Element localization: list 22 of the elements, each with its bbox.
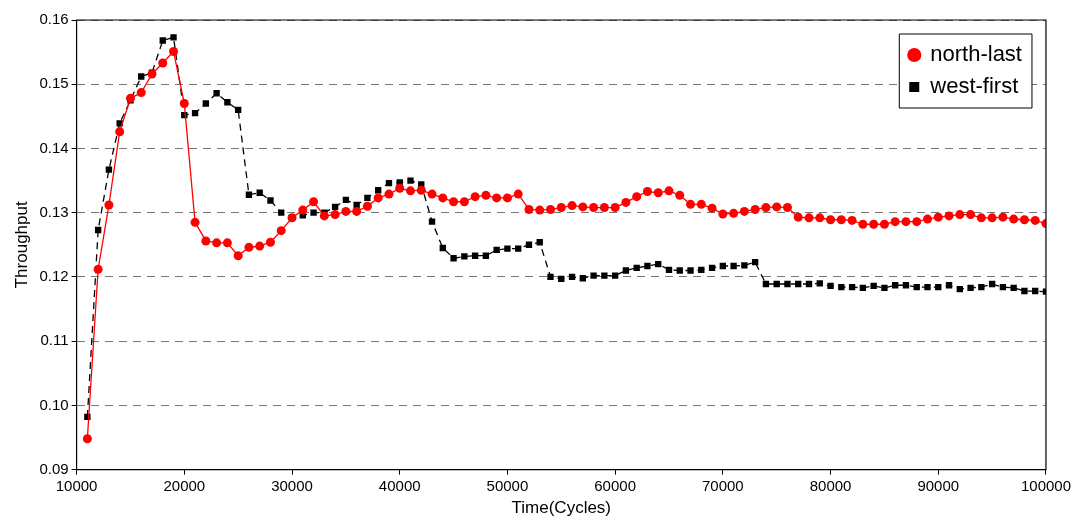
x-tick-label: 10000 — [55, 476, 98, 494]
x-tick-label: 80000 — [809, 476, 852, 494]
x-tick-label: 90000 — [917, 476, 960, 494]
legend-label: north-last — [930, 41, 1022, 67]
y-tick-label: 0.15 — [39, 74, 69, 92]
x-tick-label: 60000 — [594, 476, 636, 494]
y-tick-label: 0.14 — [39, 138, 69, 156]
y-tick-label: 0.11 — [40, 331, 69, 349]
x-tick-label: 40000 — [378, 476, 421, 494]
y-tick-label: 0.16 — [39, 10, 69, 28]
x-tick-label: 100000 — [1020, 476, 1071, 494]
y-tick-label: 0.13 — [39, 202, 69, 220]
y-tick-label: 0.12 — [39, 267, 69, 285]
x-tick-label: 70000 — [701, 476, 744, 494]
x-tick-label: 20000 — [163, 476, 206, 494]
x-tick-label: 50000 — [486, 476, 529, 494]
y-axis-title: Throughput — [11, 201, 31, 289]
x-tick-label: 30000 — [271, 476, 313, 494]
legend-label: west-first — [929, 73, 1019, 99]
y-tick-label: 0.10 — [39, 395, 69, 413]
y-tick-label: 0.09 — [39, 459, 69, 477]
x-axis-title: Time(Cycles) — [511, 498, 612, 518]
